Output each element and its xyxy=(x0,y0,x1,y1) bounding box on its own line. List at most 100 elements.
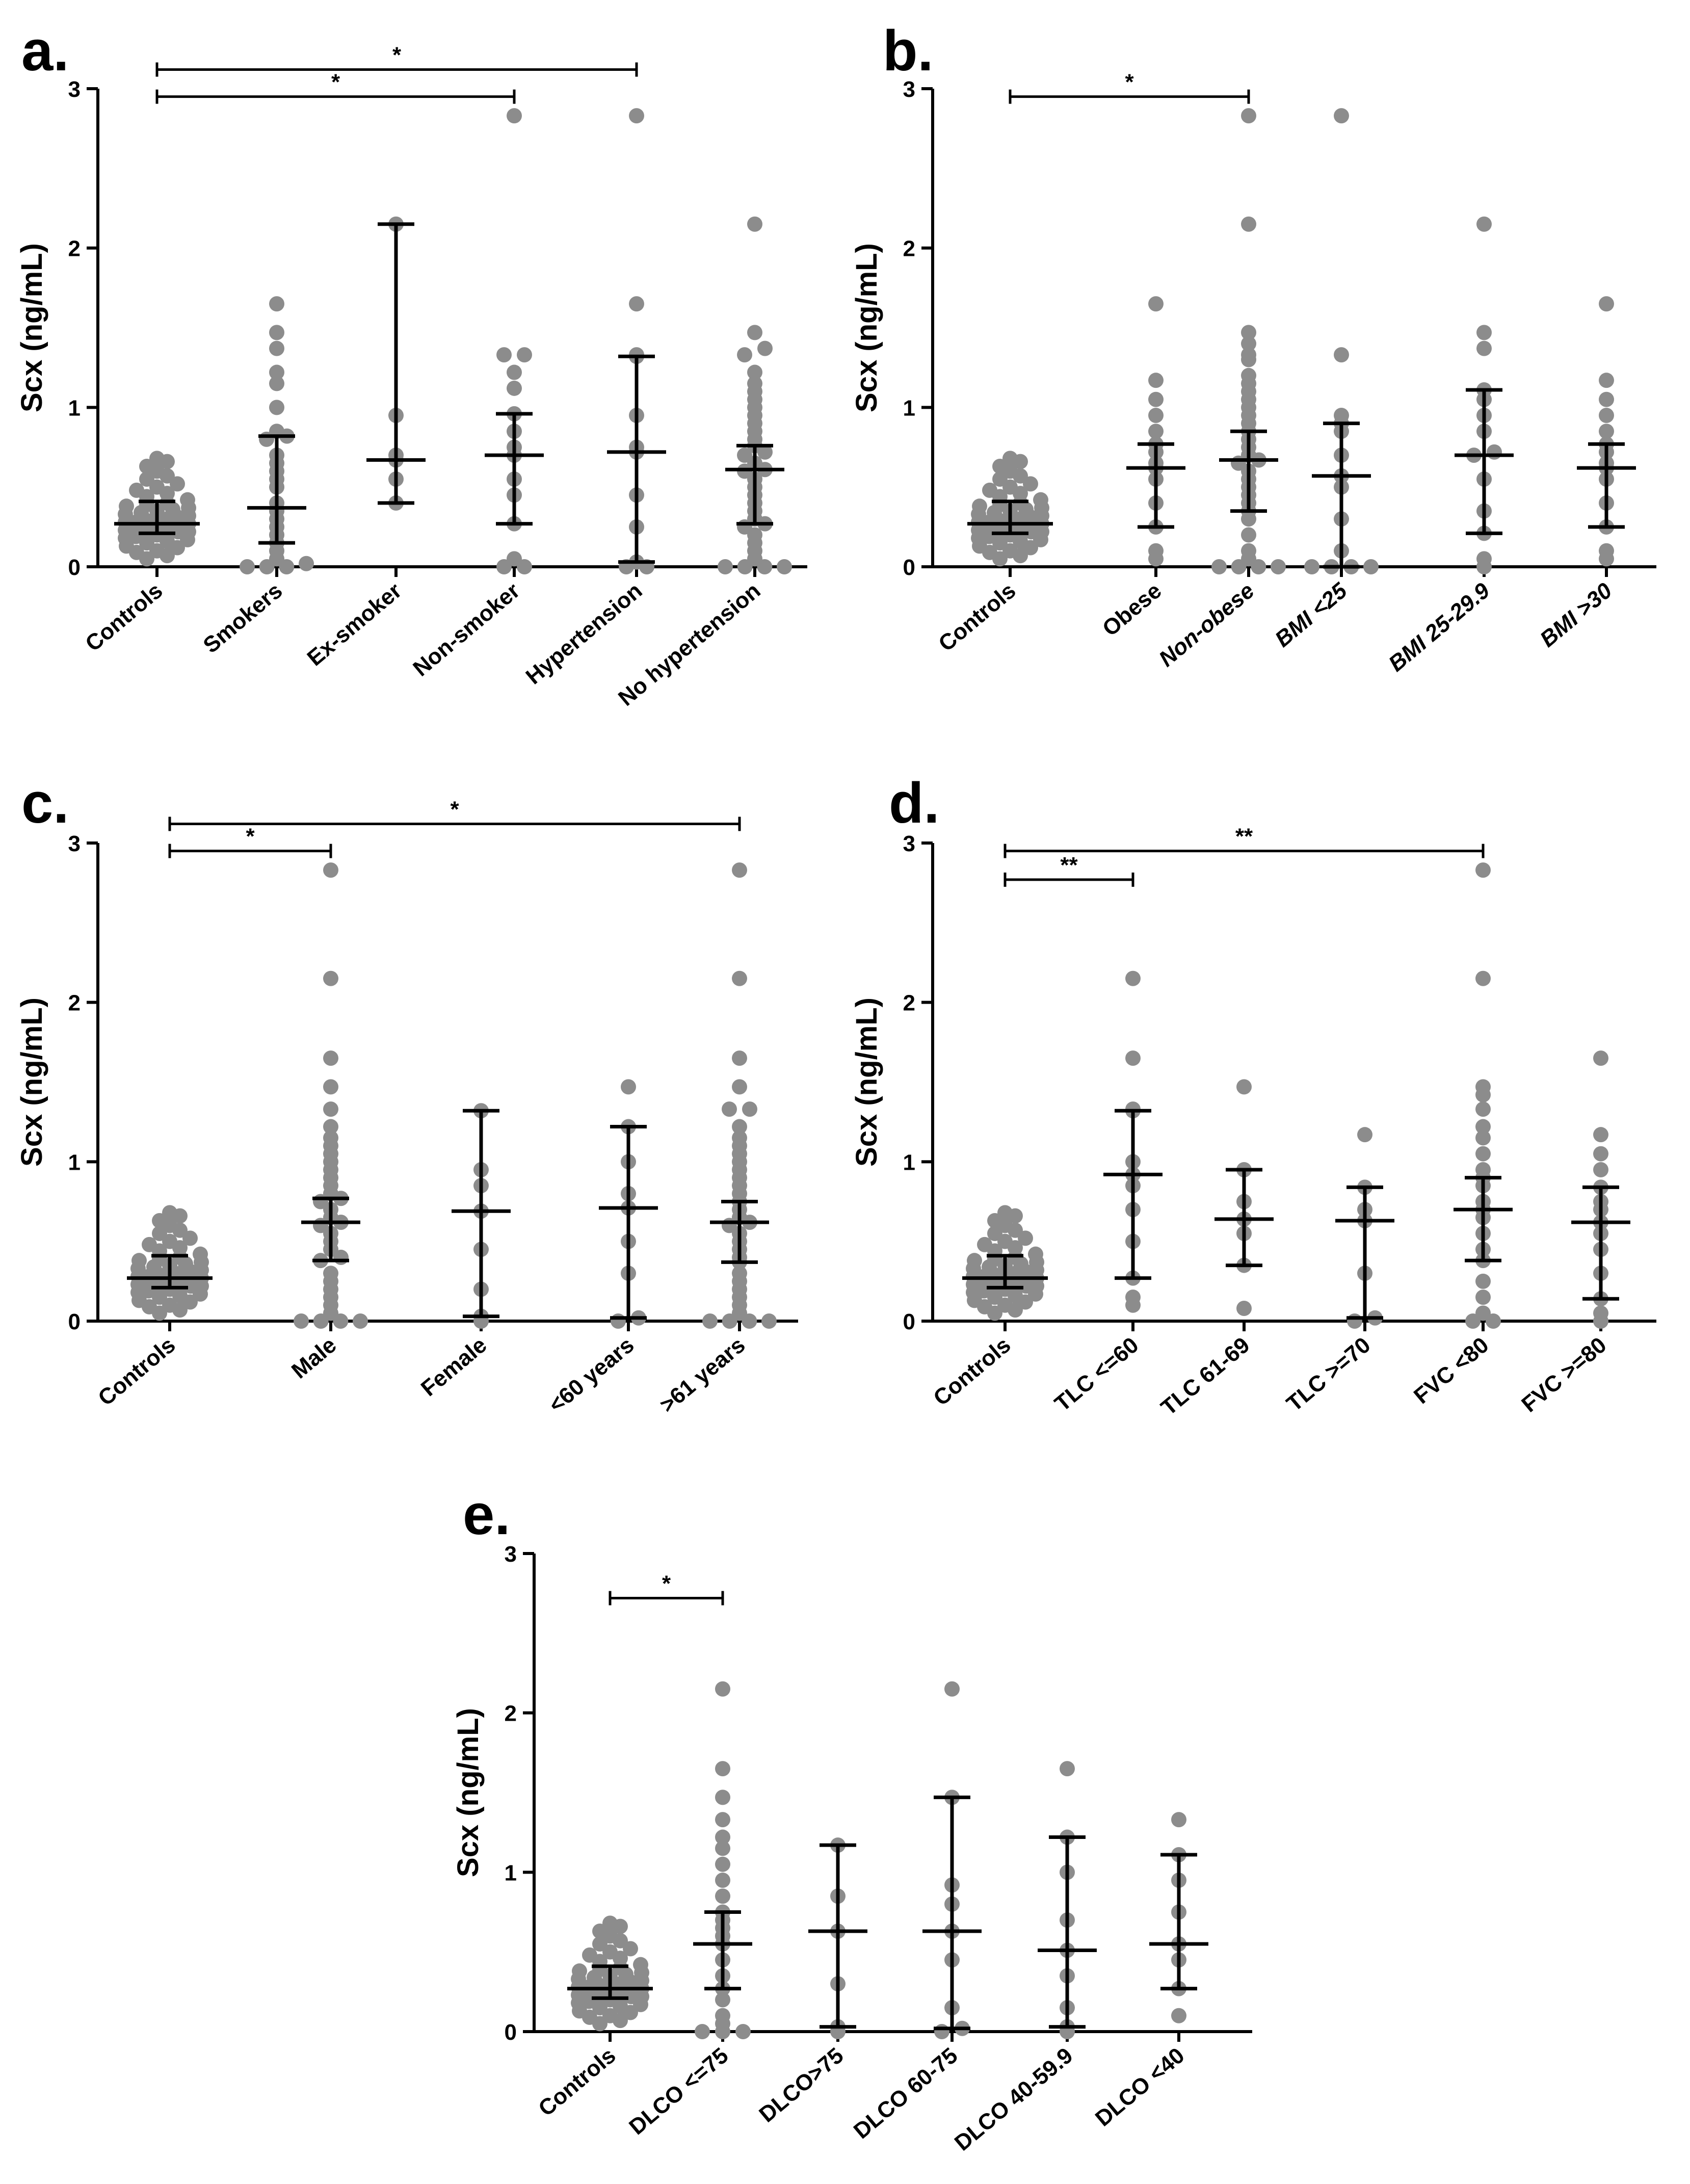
data-point xyxy=(323,862,338,878)
data-point xyxy=(1475,970,1491,986)
data-point xyxy=(1599,543,1614,559)
data-point xyxy=(323,1050,338,1066)
y-tick-label: 0 xyxy=(68,1309,81,1334)
data-point xyxy=(323,1130,338,1146)
data-point xyxy=(1148,373,1164,388)
data-point xyxy=(1171,2008,1186,2023)
data-point xyxy=(715,1840,730,1856)
data-point xyxy=(715,1812,730,1828)
y-tick-label: 2 xyxy=(68,236,81,261)
data-point xyxy=(1599,407,1614,423)
x-category-label: DLCO <=75 xyxy=(624,2043,733,2140)
data-point xyxy=(1171,1812,1186,1828)
data-point xyxy=(1475,1101,1491,1117)
data-point xyxy=(119,498,134,514)
data-point xyxy=(761,1313,777,1329)
data-point xyxy=(1334,347,1349,363)
data-point xyxy=(240,559,255,574)
panel-d: d. Scx (ng/mL) 0 1 2 3 Controls TLC <=60 TLC 61-… xyxy=(850,771,1656,1420)
data-point xyxy=(611,1313,626,1329)
x-category-label: Controls xyxy=(934,578,1020,656)
y-tick-label: 1 xyxy=(903,396,915,420)
x-category-label: Non-obese xyxy=(1154,578,1259,672)
x-category-label: DLCO>75 xyxy=(754,2043,848,2127)
data-point xyxy=(1241,527,1256,543)
data-point xyxy=(1148,391,1164,407)
y-tick-label: 3 xyxy=(903,77,915,102)
data-point xyxy=(718,559,733,574)
y-tick-label: 3 xyxy=(68,77,81,102)
data-point xyxy=(722,1101,737,1117)
x-category-label: Non-smoker xyxy=(408,578,524,681)
data-point xyxy=(695,2024,710,2039)
y-tick-label: 3 xyxy=(505,1542,517,1567)
data-point xyxy=(621,1079,636,1095)
data-point xyxy=(572,1963,587,1979)
data-point xyxy=(747,376,762,391)
data-point xyxy=(715,1992,730,2008)
data-point xyxy=(269,325,284,340)
data-point xyxy=(1028,1246,1043,1262)
data-point xyxy=(193,1246,208,1262)
x-category-label: DLCO <40 xyxy=(1091,2043,1190,2131)
data-point xyxy=(742,1101,757,1117)
data-point xyxy=(1241,347,1256,363)
data-point xyxy=(967,1253,982,1269)
panel-letter: d. xyxy=(889,771,940,835)
data-point xyxy=(269,340,284,356)
data-point xyxy=(1476,216,1492,232)
data-point xyxy=(1241,367,1256,383)
data-point xyxy=(507,108,522,124)
data-point xyxy=(1236,1300,1252,1316)
data-point xyxy=(1593,1146,1608,1162)
x-category-label: >61 years xyxy=(655,1332,750,1417)
data-point xyxy=(294,1313,309,1329)
x-category-label: Male xyxy=(287,1332,341,1383)
data-point xyxy=(1475,1273,1491,1289)
data-point xyxy=(1475,1079,1491,1095)
data-point xyxy=(131,1253,147,1269)
data-point xyxy=(507,551,522,567)
data-point xyxy=(1148,543,1164,559)
x-category-label: DLCO 40-59.9 xyxy=(950,2043,1078,2155)
data-point xyxy=(715,1888,730,1904)
data-point xyxy=(732,1079,747,1095)
x-category-label: Female xyxy=(416,1332,492,1401)
y-axis-label: Scx (ng/mL) xyxy=(850,243,883,412)
data-point xyxy=(737,448,752,463)
data-point xyxy=(1125,970,1141,986)
y-tick-label: 3 xyxy=(68,831,81,856)
data-point xyxy=(1241,216,1256,232)
data-point xyxy=(1476,325,1492,340)
data-point xyxy=(732,1050,747,1066)
data-point xyxy=(1148,296,1164,312)
x-category-label: TLC <=60 xyxy=(1050,1332,1143,1416)
data-point xyxy=(323,970,338,986)
significance-label: ** xyxy=(1060,853,1078,878)
data-point xyxy=(1599,424,1614,439)
data-point xyxy=(1241,325,1256,340)
y-tick-label: 2 xyxy=(505,1701,517,1726)
data-point xyxy=(1476,340,1492,356)
data-point xyxy=(715,1829,730,1845)
y-tick-label: 2 xyxy=(903,991,915,1016)
data-point xyxy=(1599,391,1614,407)
data-point xyxy=(1357,1127,1372,1143)
data-point xyxy=(1593,1305,1608,1321)
x-category-label: Hypertension xyxy=(521,578,647,689)
y-tick-label: 3 xyxy=(903,831,915,856)
data-point xyxy=(1476,551,1492,567)
x-category-label: FVC <80 xyxy=(1409,1332,1493,1409)
data-point xyxy=(1148,424,1164,439)
x-category-label: TLC >=70 xyxy=(1282,1332,1375,1416)
y-tick-label: 1 xyxy=(68,396,81,420)
x-category-label: BMI 25-29.9 xyxy=(1384,578,1494,677)
data-point xyxy=(323,1119,338,1135)
data-point xyxy=(129,482,144,498)
data-point xyxy=(162,1205,177,1221)
data-point xyxy=(715,1790,730,1805)
data-point xyxy=(269,400,284,415)
data-point xyxy=(269,364,284,380)
data-point xyxy=(1599,296,1614,312)
y-tick-label: 0 xyxy=(903,555,915,580)
